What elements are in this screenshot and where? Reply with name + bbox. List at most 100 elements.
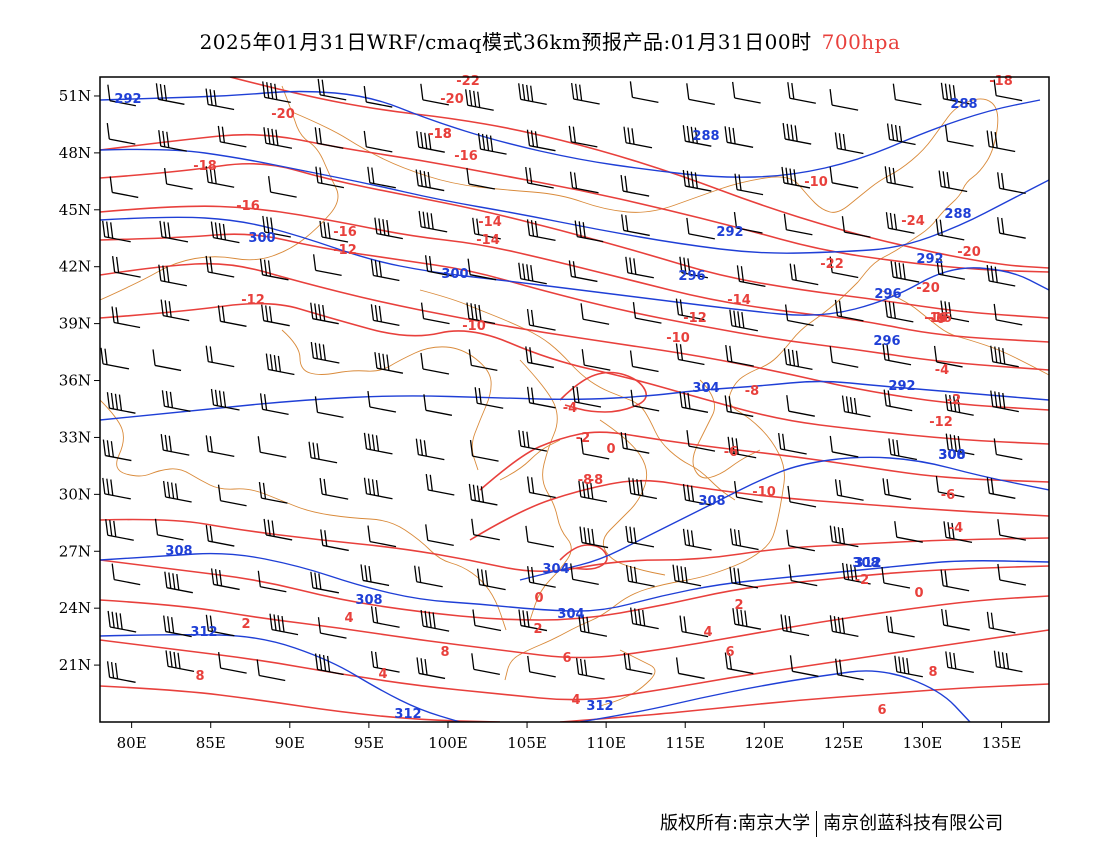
wind-barb-feather bbox=[176, 574, 180, 591]
wind-barb-feather bbox=[627, 653, 631, 670]
wind-barb-feather bbox=[167, 616, 171, 633]
wind-barb-feather bbox=[168, 301, 172, 318]
wind-barb-feather bbox=[209, 436, 213, 453]
wind-barb-feather bbox=[780, 614, 784, 631]
wind-barb bbox=[529, 581, 556, 588]
wind-barb-feather bbox=[949, 395, 953, 412]
wind-barb bbox=[945, 536, 973, 543]
wind-barb-feather bbox=[420, 302, 425, 319]
wind-barb bbox=[996, 453, 1023, 461]
wind-barb-feather bbox=[420, 83, 424, 100]
wind-barb bbox=[317, 142, 344, 149]
wind-barb-feather bbox=[682, 125, 686, 142]
wind-barb-feather bbox=[218, 390, 223, 407]
wind-barb-feather bbox=[829, 615, 834, 632]
wind-barb-feather bbox=[323, 478, 327, 495]
wind-barb-feather bbox=[572, 126, 576, 143]
wind-barb-feather bbox=[262, 482, 267, 499]
temperature-label: -16 bbox=[928, 311, 952, 326]
temperature-contour bbox=[469, 479, 1049, 541]
geopotential-label: 292 bbox=[716, 225, 743, 240]
wind-barb-feather bbox=[625, 565, 630, 582]
wind-barb-feather bbox=[849, 564, 854, 581]
wind-barb-feather bbox=[271, 520, 275, 537]
wind-barb-feather bbox=[214, 569, 219, 586]
wind-barb-feather bbox=[530, 309, 535, 326]
wind-barb bbox=[685, 499, 712, 506]
wind-barb-feather bbox=[158, 130, 162, 147]
wind-barb bbox=[418, 146, 445, 153]
wind-barb-feather bbox=[257, 570, 261, 587]
lat-tick-label: 42N bbox=[59, 258, 91, 276]
wind-barb-feather bbox=[217, 305, 222, 322]
geopotential-label: 300 bbox=[248, 231, 275, 246]
wind-barb-feather bbox=[633, 258, 637, 275]
wind-barb-feather bbox=[382, 353, 386, 370]
wind-barb-feather bbox=[205, 255, 209, 273]
border-line bbox=[499, 439, 561, 481]
wind-barb bbox=[792, 278, 819, 286]
wind-barb-feather bbox=[110, 222, 114, 239]
wind-barb bbox=[473, 534, 500, 541]
geopotential-label: 304 bbox=[542, 562, 569, 577]
wind-barb-feather bbox=[281, 615, 285, 633]
wind-barb-feather bbox=[853, 565, 858, 582]
wind-barb-feather bbox=[534, 220, 539, 238]
wind-barb-feather bbox=[835, 658, 839, 675]
wind-barb bbox=[786, 229, 813, 236]
wind-barb-feather bbox=[107, 610, 111, 628]
wind-barb bbox=[166, 587, 193, 594]
wind-barb-feather bbox=[367, 525, 371, 542]
wind-barb-feather bbox=[682, 483, 687, 501]
wind-barb-feather bbox=[314, 653, 319, 670]
wind-barb-feather bbox=[160, 434, 164, 451]
wind-barb-feather bbox=[210, 221, 215, 238]
wind-barb-feather bbox=[578, 615, 582, 632]
temperature-label: -10 bbox=[666, 331, 690, 346]
wind-barb-feather bbox=[729, 528, 734, 545]
lat-tick-label: 51N bbox=[59, 87, 91, 105]
wind-barb bbox=[208, 540, 235, 547]
wind-barb-feather bbox=[111, 256, 116, 273]
wind-barb-feather bbox=[416, 131, 420, 148]
temperature-contour bbox=[559, 544, 608, 570]
wind-barb bbox=[260, 586, 287, 593]
wind-barb-feather bbox=[318, 127, 322, 145]
wind-barb-feather bbox=[943, 521, 947, 538]
wind-barb-feather bbox=[572, 385, 576, 403]
wind-barb-feather bbox=[784, 615, 788, 632]
wind-barb-feather bbox=[892, 302, 896, 319]
wind-barb-feather bbox=[526, 84, 530, 102]
temperature-label: -8 bbox=[589, 473, 603, 488]
wind-barb bbox=[989, 627, 1016, 634]
lon-tick-label: 80E bbox=[117, 734, 147, 752]
wind-barb-feather bbox=[217, 484, 222, 501]
wind-barb-feather bbox=[162, 480, 167, 498]
wind-barb-feather bbox=[277, 355, 282, 373]
wind-barb-feather bbox=[997, 519, 1001, 536]
wind-barb-feather bbox=[374, 305, 379, 322]
geopotential-label: 300 bbox=[938, 448, 965, 463]
wind-barb-feather bbox=[209, 89, 213, 106]
wind-barb-feather bbox=[363, 477, 368, 494]
wind-barb-feather bbox=[271, 128, 275, 145]
wind-barb-feather bbox=[382, 219, 386, 236]
wind-barb-feather bbox=[110, 662, 115, 679]
temperature-label: -20 bbox=[440, 92, 464, 107]
wind-barb bbox=[941, 185, 968, 193]
wind-barb bbox=[999, 232, 1026, 239]
wind-barb bbox=[727, 360, 754, 367]
wind-barb-feather bbox=[218, 223, 223, 240]
wind-barb-feather bbox=[323, 221, 327, 238]
wind-barb-feather bbox=[740, 609, 744, 626]
wind-barb-feather bbox=[480, 569, 485, 586]
wind-barb-feather bbox=[952, 85, 957, 102]
lon-tick-label: 125E bbox=[824, 734, 864, 752]
border-line bbox=[519, 359, 572, 621]
wind-barb-feather bbox=[947, 522, 951, 539]
wind-barb-feather bbox=[314, 342, 318, 359]
geopotential-label: 312 bbox=[586, 699, 613, 714]
wind-barb bbox=[160, 145, 187, 152]
wind-barb-feather bbox=[568, 260, 573, 277]
wind-barb bbox=[373, 666, 400, 673]
